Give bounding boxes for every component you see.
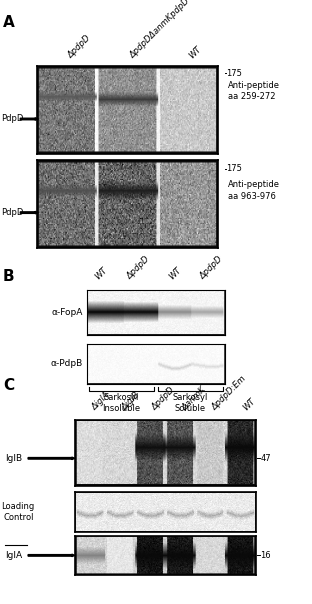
Text: ΔpdpD: ΔpdpD (150, 385, 177, 412)
Text: 16: 16 (261, 551, 271, 560)
Text: 175: 175 (226, 69, 242, 78)
Text: PdpD: PdpD (2, 208, 24, 217)
Text: Sarkosyl
Insoluble: Sarkosyl Insoluble (103, 393, 141, 413)
Text: 175: 175 (226, 164, 242, 173)
Text: Loading
Control: Loading Control (1, 502, 34, 522)
Text: α-FopA: α-FopA (51, 308, 83, 317)
Text: ΔiglB: ΔiglB (120, 390, 142, 412)
Text: Anti-peptide
aa 963-976: Anti-peptide aa 963-976 (228, 181, 280, 201)
Text: PdpD: PdpD (2, 115, 24, 123)
Text: ΔiglA: ΔiglA (90, 390, 112, 412)
Text: A: A (3, 15, 15, 30)
Text: ΔpdpD: ΔpdpD (198, 255, 225, 281)
Text: α-PdpB: α-PdpB (51, 359, 83, 368)
Text: IglB: IglB (5, 454, 22, 463)
Text: ΔpdpDΔanmKpdpD: ΔpdpDΔanmKpdpD (128, 0, 191, 60)
Text: WT: WT (94, 266, 110, 281)
Text: ΔanmK: ΔanmK (180, 385, 208, 412)
Text: IglA: IglA (5, 551, 22, 560)
Text: WT: WT (188, 45, 203, 60)
Text: Anti-peptide
aa 259-272: Anti-peptide aa 259-272 (228, 80, 280, 101)
Text: ΔpdpD: ΔpdpD (66, 34, 93, 60)
Text: ΔpdpD:Em: ΔpdpD:Em (211, 374, 249, 412)
Text: ΔpdpD: ΔpdpD (125, 255, 151, 281)
Text: B: B (3, 269, 15, 284)
Text: WT: WT (241, 396, 256, 412)
Text: C: C (3, 378, 14, 393)
Text: WT: WT (167, 266, 183, 281)
Text: Sarkosyl
Soluble: Sarkosyl Soluble (173, 393, 208, 413)
Text: 47: 47 (261, 454, 271, 463)
